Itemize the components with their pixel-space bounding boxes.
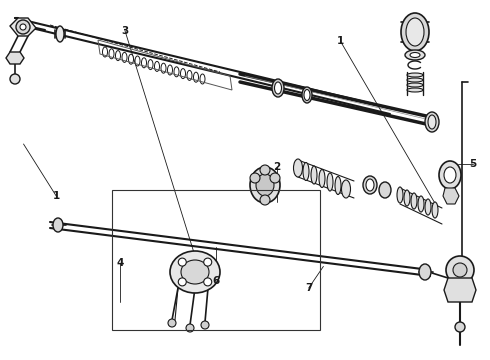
Text: 4: 4 xyxy=(116,258,124,268)
Ellipse shape xyxy=(304,90,310,100)
Text: 6: 6 xyxy=(212,276,219,286)
Polygon shape xyxy=(10,18,36,36)
Circle shape xyxy=(260,195,270,205)
Ellipse shape xyxy=(407,73,423,77)
Ellipse shape xyxy=(366,179,374,191)
Polygon shape xyxy=(444,278,476,302)
Circle shape xyxy=(250,173,260,183)
Ellipse shape xyxy=(135,56,140,66)
Ellipse shape xyxy=(116,51,121,60)
Ellipse shape xyxy=(439,161,461,189)
Ellipse shape xyxy=(122,53,127,62)
Ellipse shape xyxy=(53,218,63,232)
Circle shape xyxy=(168,319,176,327)
Ellipse shape xyxy=(200,74,205,84)
Ellipse shape xyxy=(56,26,64,42)
Text: 5: 5 xyxy=(469,159,476,169)
Ellipse shape xyxy=(272,79,284,97)
Ellipse shape xyxy=(379,182,391,198)
Circle shape xyxy=(10,74,20,84)
Circle shape xyxy=(446,256,474,284)
Ellipse shape xyxy=(407,78,423,82)
Ellipse shape xyxy=(407,83,423,87)
Circle shape xyxy=(16,20,30,34)
Ellipse shape xyxy=(425,199,431,215)
Ellipse shape xyxy=(181,260,209,284)
Ellipse shape xyxy=(154,62,160,71)
Ellipse shape xyxy=(256,174,274,196)
Ellipse shape xyxy=(428,115,436,129)
Circle shape xyxy=(453,263,467,277)
Polygon shape xyxy=(6,52,24,64)
Ellipse shape xyxy=(444,167,456,183)
Ellipse shape xyxy=(187,71,192,80)
Ellipse shape xyxy=(174,67,179,77)
Ellipse shape xyxy=(180,69,186,78)
Ellipse shape xyxy=(148,60,153,69)
Circle shape xyxy=(204,258,212,266)
Ellipse shape xyxy=(432,202,438,218)
Ellipse shape xyxy=(335,176,341,194)
Ellipse shape xyxy=(407,88,423,92)
Text: 2: 2 xyxy=(273,162,280,172)
Ellipse shape xyxy=(161,63,166,73)
Ellipse shape xyxy=(401,13,429,51)
Ellipse shape xyxy=(397,187,403,203)
Ellipse shape xyxy=(194,72,198,82)
Circle shape xyxy=(20,24,26,30)
Ellipse shape xyxy=(406,18,424,46)
Ellipse shape xyxy=(250,167,280,203)
Ellipse shape xyxy=(168,65,172,75)
Ellipse shape xyxy=(294,159,302,177)
Ellipse shape xyxy=(170,251,220,293)
Text: 1: 1 xyxy=(337,36,344,46)
Text: 1: 1 xyxy=(53,191,60,201)
Ellipse shape xyxy=(411,193,417,209)
Ellipse shape xyxy=(142,58,147,68)
Circle shape xyxy=(455,322,465,332)
Ellipse shape xyxy=(302,87,312,103)
Text: 3: 3 xyxy=(122,26,128,36)
Text: 7: 7 xyxy=(305,283,313,293)
Ellipse shape xyxy=(363,176,377,194)
Circle shape xyxy=(204,278,212,286)
Ellipse shape xyxy=(274,82,281,94)
Ellipse shape xyxy=(404,190,410,206)
Circle shape xyxy=(186,324,194,332)
Ellipse shape xyxy=(327,173,333,191)
Circle shape xyxy=(270,173,280,183)
Ellipse shape xyxy=(419,264,431,280)
Ellipse shape xyxy=(405,50,425,60)
Ellipse shape xyxy=(102,47,107,57)
Circle shape xyxy=(260,165,270,175)
Ellipse shape xyxy=(418,196,424,212)
Ellipse shape xyxy=(410,53,420,58)
Ellipse shape xyxy=(128,54,133,64)
Ellipse shape xyxy=(342,180,350,198)
Ellipse shape xyxy=(425,112,439,132)
Ellipse shape xyxy=(311,166,317,184)
Polygon shape xyxy=(443,188,459,204)
Circle shape xyxy=(178,278,186,286)
Ellipse shape xyxy=(319,170,325,188)
Circle shape xyxy=(201,321,209,329)
Ellipse shape xyxy=(303,162,309,180)
Circle shape xyxy=(178,258,186,266)
Ellipse shape xyxy=(109,49,114,59)
